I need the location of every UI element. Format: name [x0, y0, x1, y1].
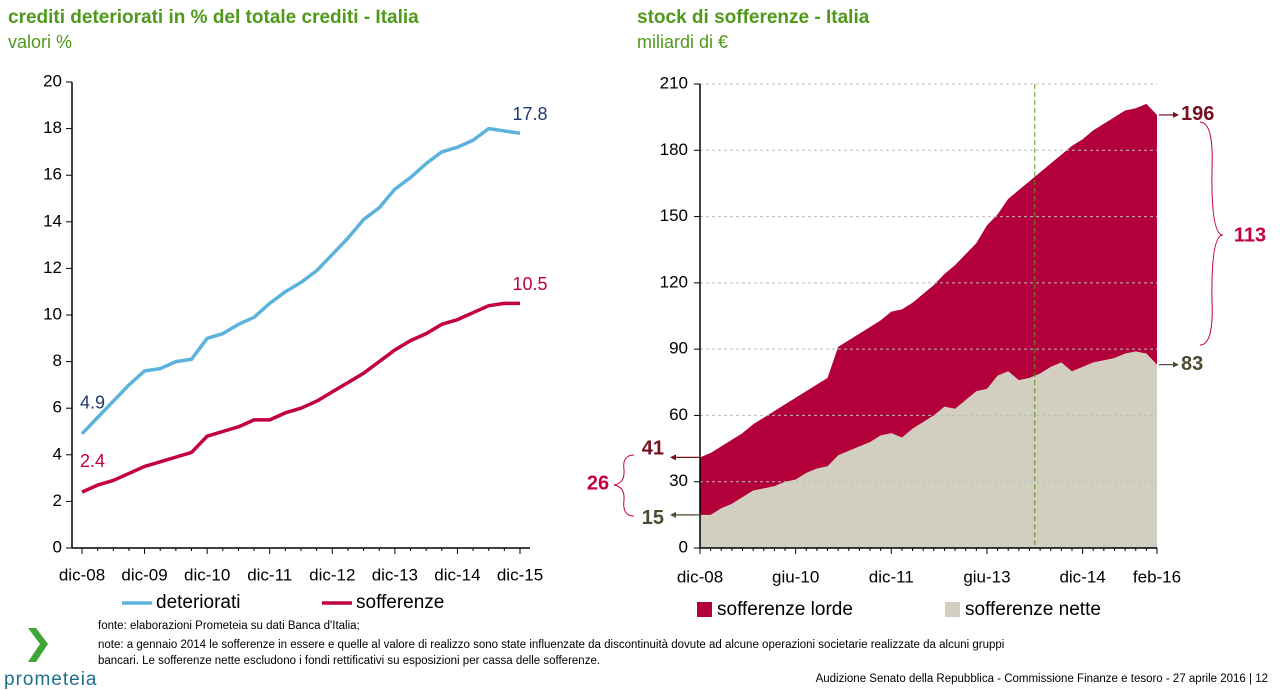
y-tick-label: 18 — [43, 118, 62, 137]
data-label: 10.5 — [512, 274, 547, 294]
source: fonte: elaborazioni Prometeia su dati Ba… — [98, 620, 360, 632]
y-tick-label: 210 — [660, 73, 688, 92]
chart-title: crediti deteriorati in % del totale cred… — [8, 7, 419, 28]
x-tick-label: dic-08 — [59, 565, 105, 584]
y-tick-label: 60 — [669, 405, 688, 424]
y-tick-label: 20 — [43, 71, 62, 90]
x-tick-label: dic-08 — [677, 567, 723, 586]
data-label: 41 — [642, 438, 664, 460]
legend-label: sofferenze nette — [965, 599, 1101, 620]
legend-swatch — [697, 602, 712, 617]
x-tick-label: dic-14 — [1059, 567, 1105, 586]
y-tick-label: 120 — [660, 272, 688, 291]
y-tick-label: 6 — [53, 398, 62, 417]
legend-label: sofferenze lorde — [717, 599, 853, 620]
brace — [613, 454, 635, 517]
y-tick-label: 16 — [43, 165, 62, 184]
annotation: 113 — [1234, 224, 1266, 246]
x-tick-label: dic-11 — [247, 565, 292, 584]
x-tick-label: dic-09 — [121, 565, 167, 584]
brace — [1199, 121, 1224, 346]
y-tick-label: 12 — [43, 258, 62, 277]
area — [700, 351, 1157, 548]
arrow-head — [670, 454, 676, 461]
data-label: 196 — [1181, 103, 1214, 125]
legend-label: sofferenze — [356, 592, 444, 613]
y-tick-label: 180 — [660, 140, 688, 159]
data-label: 17.8 — [512, 104, 547, 124]
y-tick-label: 150 — [660, 206, 688, 225]
x-tick-label: dic-14 — [434, 565, 480, 584]
event: Audizione Senato della Repubblica - Comm… — [816, 673, 1268, 685]
x-tick-label: dic-15 — [497, 565, 543, 584]
y-tick-label: 0 — [53, 537, 62, 556]
arrow-head — [670, 511, 676, 518]
chart-subtitle: valori % — [8, 32, 72, 52]
data-label: 83 — [1181, 353, 1203, 375]
y-tick-label: 90 — [669, 339, 688, 358]
x-tick-label: feb-16 — [1133, 567, 1181, 586]
chart-subtitle: miliardi di € — [637, 32, 728, 52]
arrow-head — [1173, 111, 1179, 118]
line — [81, 301, 520, 494]
data-label: 4.9 — [80, 393, 105, 413]
x-tick-label: dic-11 — [869, 567, 914, 586]
line — [80, 126, 521, 436]
x-tick-label: dic-10 — [184, 565, 230, 584]
y-tick-label: 4 — [53, 444, 62, 463]
note: note: a gennaio 2014 le sofferenze in es… — [98, 639, 1004, 651]
data-label: 15 — [642, 507, 664, 529]
x-tick-label: giu-13 — [963, 567, 1010, 586]
x-tick-label: dic-12 — [309, 565, 355, 584]
y-tick-label: 0 — [679, 537, 688, 556]
x-tick-label: dic-13 — [372, 565, 418, 584]
y-tick-label: 10 — [43, 304, 62, 323]
arrow-head — [1173, 361, 1179, 368]
x-tick-label: giu-10 — [772, 567, 819, 586]
legend-swatch — [945, 602, 960, 617]
y-tick-label: 2 — [53, 491, 62, 510]
note: bancari. Le sofferenze nette escludono i… — [98, 655, 600, 667]
logo-mark — [28, 628, 48, 662]
y-tick-label: 14 — [43, 211, 62, 230]
logo: prometeia — [4, 669, 98, 690]
data-label: 2.4 — [80, 451, 105, 471]
y-tick-label: 8 — [53, 351, 62, 370]
y-tick-label: 30 — [669, 471, 688, 490]
legend-label: deteriorati — [156, 592, 241, 613]
chart-title: stock di sofferenze - Italia — [637, 7, 870, 28]
annotation: 26 — [587, 472, 609, 494]
